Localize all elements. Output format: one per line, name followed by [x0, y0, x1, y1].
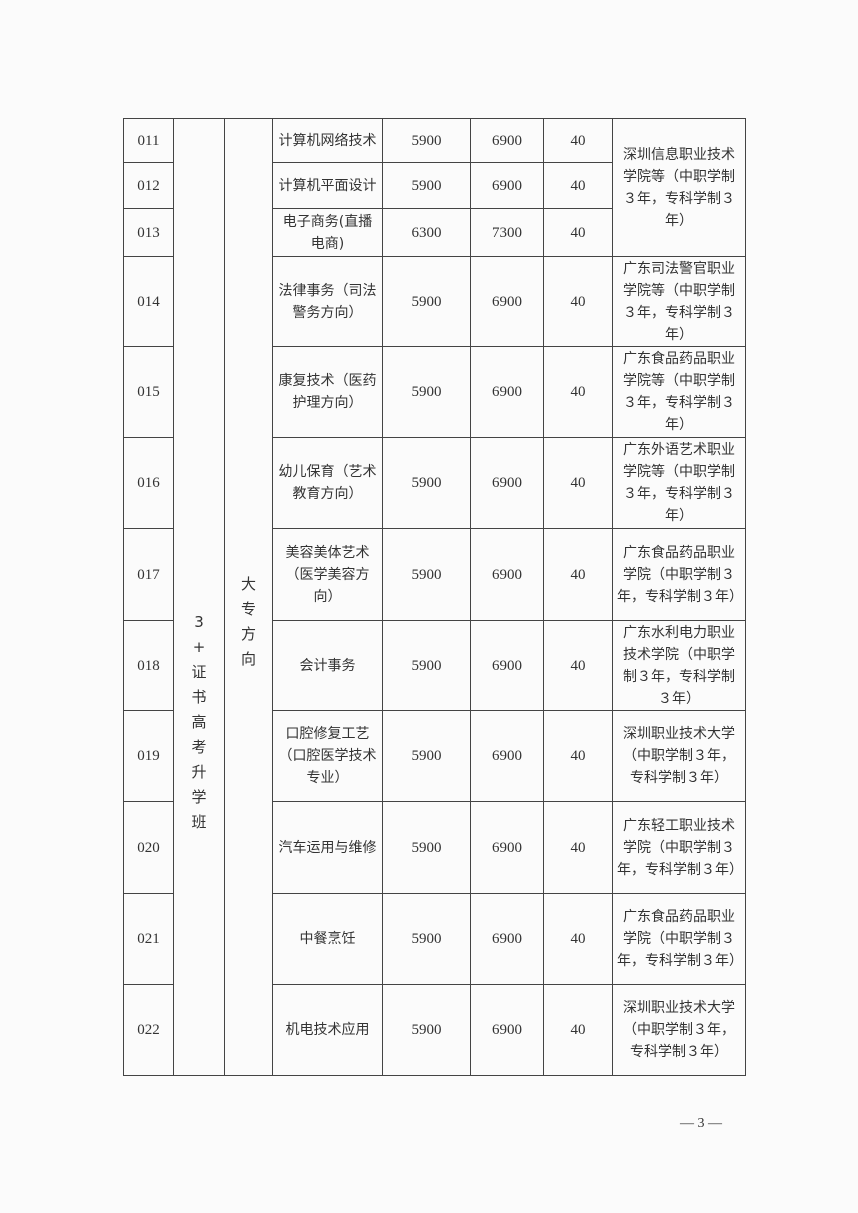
code-cell: 012 — [123, 162, 174, 209]
fee-cell: 6900 — [470, 162, 544, 209]
fee-cell: 6300 — [382, 208, 471, 257]
code-cell: 022 — [123, 984, 174, 1076]
code-cell: 016 — [123, 437, 174, 529]
table-row: 018 会计事务 5900 6900 40 广东水利电力职业技术学院（中职学制３年，专科学… — [123, 620, 746, 711]
fee-cell: 5900 — [382, 893, 471, 985]
code-cell: 019 — [123, 710, 174, 802]
direction-cell: 大专方向 — [224, 118, 273, 1076]
partner-cell: 广东食品药品职业学院（中职学制３年，专科学制３年） — [612, 528, 746, 621]
fee-cell: 6900 — [470, 437, 544, 529]
fee-cell: 5900 — [382, 710, 471, 802]
direction-label: 大专方向 — [240, 575, 256, 668]
fee-cell: 5900 — [382, 437, 471, 529]
count-cell: 40 — [543, 710, 613, 802]
partner-cell: 广东轻工职业技术学院（中职学制３年，专科学制３年） — [612, 801, 746, 894]
fee-cell: 5900 — [382, 162, 471, 209]
code-cell: 011 — [123, 118, 174, 163]
count-cell: 40 — [543, 437, 613, 529]
fee-cell: 7300 — [470, 208, 544, 257]
fee-cell: 6900 — [470, 620, 544, 711]
code-cell: 015 — [123, 346, 174, 438]
table-row: 015 康复技术（医药护理方向） 5900 6900 40 广东食品药品职业学院等（中职学… — [123, 346, 746, 438]
fee-cell: 6900 — [470, 118, 544, 163]
enrollment-table: 011 3+证书高考升学班 大专方向 计算机网络技术 5900 6900 40 深圳信息职业技… — [123, 118, 746, 1076]
major-cell: 法律事务（司法警务方向） — [272, 256, 383, 347]
code-cell: 021 — [123, 893, 174, 985]
fee-cell: 6900 — [470, 346, 544, 438]
major-cell: 幼儿保育（艺术教育方向） — [272, 437, 383, 529]
class-type-cell: 3+证书高考升学班 — [173, 118, 225, 1076]
table-row: 020 汽车运用与维修 5900 6900 40 广东轻工职业技术学院（中职学制３年，专科… — [123, 801, 746, 894]
fee-cell: 6900 — [470, 528, 544, 621]
table-row: 012 计算机平面设计 5900 6900 40 — [123, 162, 746, 209]
fee-cell: 6900 — [470, 893, 544, 985]
count-cell: 40 — [543, 208, 613, 257]
major-cell: 计算机平面设计 — [272, 162, 383, 209]
count-cell: 40 — [543, 162, 613, 209]
table-row: 016 幼儿保育（艺术教育方向） 5900 6900 40 广东外语艺术职业学院等（中职学… — [123, 437, 746, 529]
partner-cell: 广东外语艺术职业学院等（中职学制３年，专科学制３年） — [612, 437, 746, 529]
fee-cell: 5900 — [382, 118, 471, 163]
count-cell: 40 — [543, 620, 613, 711]
table-row: 019 口腔修复工艺（口腔医学技术专业） 5900 6900 40 深圳职业技术大学（中职… — [123, 710, 746, 802]
page-number: — 3 — — [680, 1116, 722, 1131]
code-cell: 017 — [123, 528, 174, 621]
major-cell: 口腔修复工艺（口腔医学技术专业） — [272, 710, 383, 802]
table-row: 011 3+证书高考升学班 大专方向 计算机网络技术 5900 6900 40 深圳信息职业技… — [123, 118, 746, 1076]
major-cell: 康复技术（医药护理方向） — [272, 346, 383, 438]
fee-cell: 5900 — [382, 346, 471, 438]
count-cell: 40 — [543, 801, 613, 894]
fee-cell: 5900 — [382, 256, 471, 347]
fee-cell: 5900 — [382, 984, 471, 1076]
count-cell: 40 — [543, 346, 613, 438]
count-cell: 40 — [543, 893, 613, 985]
count-cell: 40 — [543, 256, 613, 347]
count-cell: 40 — [543, 984, 613, 1076]
partner-cell: 深圳职业技术大学（中职学制３年，专科学制３年） — [612, 710, 746, 802]
partner-cell: 广东食品药品职业学院（中职学制３年，专科学制３年） — [612, 893, 746, 985]
code-cell: 013 — [123, 208, 174, 257]
code-cell: 014 — [123, 256, 174, 347]
partner-cell: 广东水利电力职业技术学院（中职学制３年，专科学制３年） — [612, 620, 746, 711]
fee-cell: 5900 — [382, 528, 471, 621]
major-cell: 机电技术应用 — [272, 984, 383, 1076]
table-row: 022 机电技术应用 5900 6900 40 深圳职业技术大学（中职学制３年，专科学制３… — [123, 984, 746, 1076]
count-cell: 40 — [543, 118, 613, 163]
major-cell: 汽车运用与维修 — [272, 801, 383, 894]
table-row: 017 美容美体艺术（医学美容方向） 5900 6900 40 广东食品药品职业学院（中职… — [123, 528, 746, 621]
major-cell: 电子商务(直播电商) — [272, 208, 383, 257]
fee-cell: 6900 — [470, 984, 544, 1076]
partner-cell: 广东司法警官职业学院等（中职学制３年，专科学制３年） — [612, 256, 746, 347]
code-cell: 020 — [123, 801, 174, 894]
count-cell: 40 — [543, 528, 613, 621]
major-cell: 计算机网络技术 — [272, 118, 383, 163]
table-row: 021 中餐烹饪 5900 6900 40 广东食品药品职业学院（中职学制３年，专科学制３… — [123, 893, 746, 985]
fee-cell: 6900 — [470, 710, 544, 802]
major-cell: 会计事务 — [272, 620, 383, 711]
partner-cell: 广东食品药品职业学院等（中职学制３年，专科学制３年） — [612, 346, 746, 438]
table-row: 014 法律事务（司法警务方向） 5900 6900 40 广东司法警官职业学院等（中职学… — [123, 256, 746, 347]
fee-cell: 5900 — [382, 801, 471, 894]
partner-cell: 深圳职业技术大学（中职学制３年，专科学制３年） — [612, 984, 746, 1076]
major-cell: 美容美体艺术（医学美容方向） — [272, 528, 383, 621]
major-cell: 中餐烹饪 — [272, 893, 383, 985]
fee-cell: 5900 — [382, 620, 471, 711]
code-cell: 018 — [123, 620, 174, 711]
fee-cell: 6900 — [470, 801, 544, 894]
fee-cell: 6900 — [470, 256, 544, 347]
class-type-label: 3+证书高考升学班 — [191, 612, 207, 831]
partner-cell: 深圳信息职业技术学院等（中职学制３年，专科学制３年） — [612, 118, 746, 257]
